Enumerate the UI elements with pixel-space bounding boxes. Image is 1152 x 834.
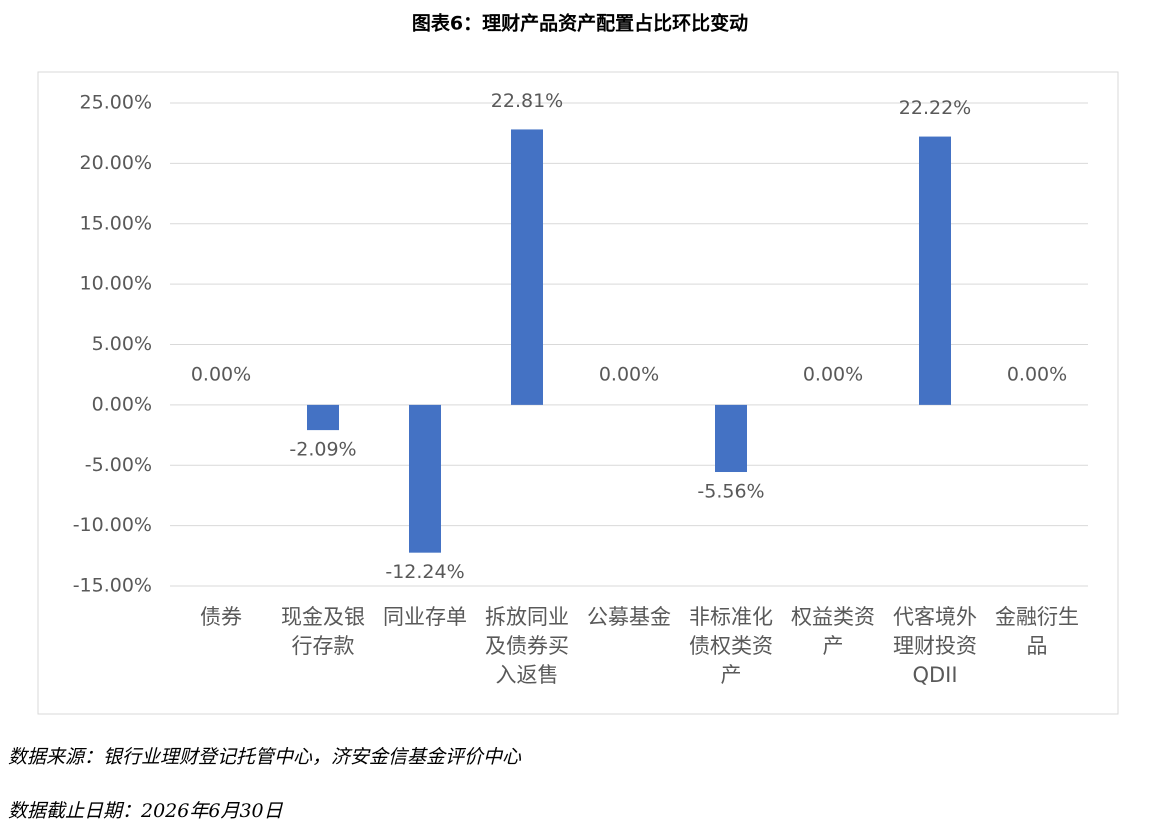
value-label: -5.56% — [697, 481, 764, 503]
y-tick-label: 20.00% — [80, 152, 152, 174]
y-tick-label: -5.00% — [85, 454, 152, 476]
chart-frame — [37, 71, 1119, 715]
chart-title: 图表6：理财产品资产配置占比环比变动 — [412, 12, 748, 35]
value-label: -12.24% — [385, 561, 464, 583]
value-label: 0.00% — [1007, 363, 1067, 385]
y-tick-label: 25.00% — [80, 92, 152, 114]
value-label: 0.00% — [191, 363, 251, 385]
chart: 图表6：理财产品资产配置占比环比变动 -15.00% -10.00% -5.00% 0… — [37, 12, 1119, 715]
x-tick-label: 公募基金 — [587, 605, 671, 629]
date-note: 数据截止日期：2026年6月30日 — [8, 800, 283, 822]
y-tick-label: 10.00% — [80, 273, 152, 295]
x-tick-label: 代客境外理财投资 QDII — [893, 605, 977, 687]
x-tick-label: 现金及银行存款 — [281, 605, 365, 658]
x-tick-label: 权益类资产 — [791, 605, 875, 658]
bar — [409, 404, 441, 553]
x-tick-label: 拆放同业及债券买入返售 — [485, 605, 569, 687]
value-label: -2.09% — [289, 439, 356, 461]
value-label: 22.81% — [491, 90, 563, 112]
bar — [511, 129, 543, 405]
y-tick-label: 0.00% — [92, 393, 152, 415]
x-tick-label: 同业存单 — [383, 605, 467, 629]
value-label: 22.22% — [899, 97, 971, 119]
x-tick-label: 金融衍生品 — [995, 605, 1079, 658]
value-label: 0.00% — [599, 363, 659, 385]
y-tick-label: 15.00% — [80, 212, 152, 234]
bar — [919, 136, 951, 405]
y-tick-label: -15.00% — [73, 575, 152, 597]
bar — [715, 404, 747, 473]
x-tick-label: 债券 — [200, 605, 242, 629]
x-tick-label: 非标准化债权类资产 — [689, 605, 773, 687]
value-label: 0.00% — [803, 363, 863, 385]
source-note: 数据来源：银行业理财登记托管中心，济安金信基金评价中心 — [8, 746, 522, 768]
y-tick-label: 5.00% — [92, 333, 152, 355]
bar — [307, 404, 339, 431]
y-tick-label: -10.00% — [73, 514, 152, 536]
